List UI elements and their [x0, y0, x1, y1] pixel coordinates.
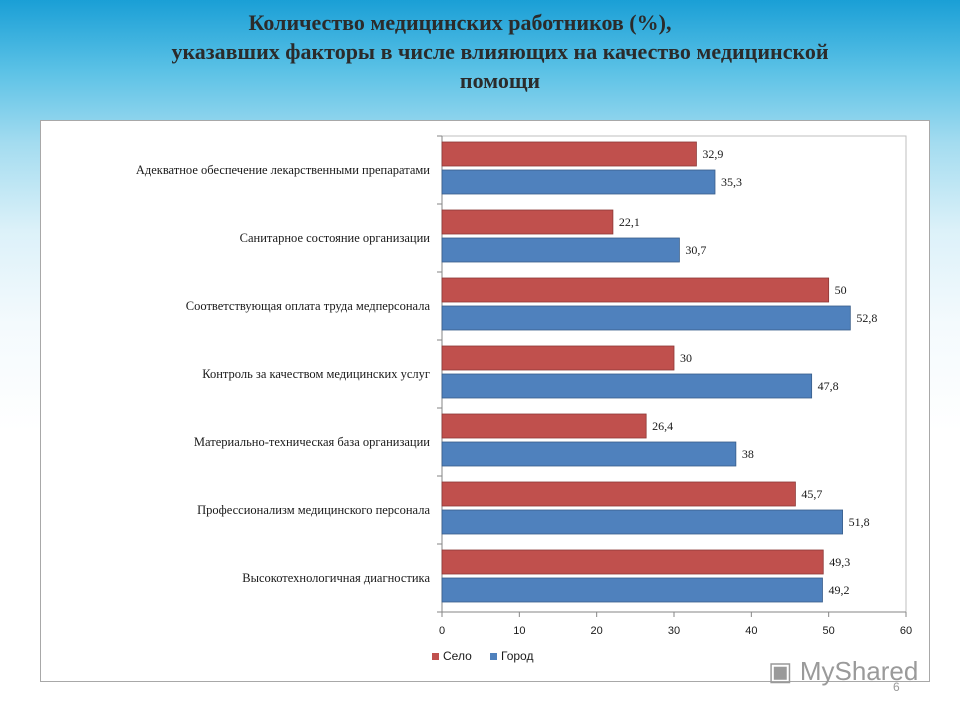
- data-label: 49,3: [829, 555, 850, 569]
- legend-swatch: [432, 653, 439, 660]
- watermark-text: MyShared: [799, 656, 919, 686]
- bar-gorod: [441, 373, 813, 399]
- bar-selo: [441, 141, 697, 167]
- bar-gorod: [441, 305, 851, 331]
- x-tick-label: 20: [591, 625, 603, 637]
- data-label: 35,3: [721, 175, 742, 189]
- bar-gorod: [441, 169, 716, 195]
- category-label: Адекватное обеспечение лекарственными пр…: [136, 163, 430, 177]
- data-label: 32,9: [702, 147, 723, 161]
- presentation-icon: ▣: [768, 656, 793, 686]
- bar-selo: [441, 481, 796, 507]
- watermark-logo: ▣ MyShared: [768, 656, 918, 687]
- data-label: 30,7: [685, 243, 706, 257]
- category-label: Материально-техническая база организации: [194, 435, 430, 449]
- legend-label: Город: [501, 649, 533, 663]
- slide-number: 6: [893, 680, 900, 694]
- data-label: 50: [835, 283, 847, 297]
- x-tick-label: 0: [439, 625, 445, 637]
- title-line-1: Количество медицинских работников (%),: [248, 10, 672, 35]
- title-line-2: указавших факторы в числе влияющих на ка…: [171, 39, 829, 64]
- x-tick-label: 10: [513, 625, 525, 637]
- bar-selo: [441, 345, 675, 371]
- data-label: 45,7: [801, 487, 822, 501]
- data-label: 47,8: [818, 379, 839, 393]
- data-label: 26,4: [652, 419, 673, 433]
- bar-selo: [441, 209, 614, 235]
- category-label: Высокотехнологичная диагностика: [242, 571, 430, 585]
- data-label: 38: [742, 447, 754, 461]
- x-tick-label: 60: [900, 625, 912, 637]
- category-label: Соответствующая оплата труда медперсонал…: [186, 299, 431, 313]
- data-label: 30: [680, 351, 692, 365]
- category-label: Профессионализм медицинского персонала: [197, 503, 430, 517]
- x-tick-label: 40: [745, 625, 757, 637]
- bar-gorod: [441, 577, 823, 603]
- bar-selo: [441, 413, 647, 439]
- bar-gorod: [441, 237, 680, 263]
- data-label: 22,1: [619, 215, 640, 229]
- category-label: Санитарное состояние организации: [240, 231, 431, 245]
- category-label: Контроль за качеством медицинских услуг: [202, 367, 430, 381]
- bar-selo: [441, 549, 824, 575]
- data-label: 49,2: [828, 583, 849, 597]
- data-label: 51,8: [849, 515, 870, 529]
- x-tick-label: 30: [668, 625, 680, 637]
- data-label: 52,8: [856, 311, 877, 325]
- bar-gorod: [441, 441, 737, 467]
- bar-selo: [441, 277, 830, 303]
- title-line-3: помощи: [459, 68, 541, 93]
- legend-swatch: [490, 653, 497, 660]
- slide-title: Количество медицинских работников (%), у…: [0, 8, 960, 95]
- x-tick-label: 50: [823, 625, 835, 637]
- bar-gorod: [441, 509, 843, 535]
- legend-label: Село: [443, 649, 472, 663]
